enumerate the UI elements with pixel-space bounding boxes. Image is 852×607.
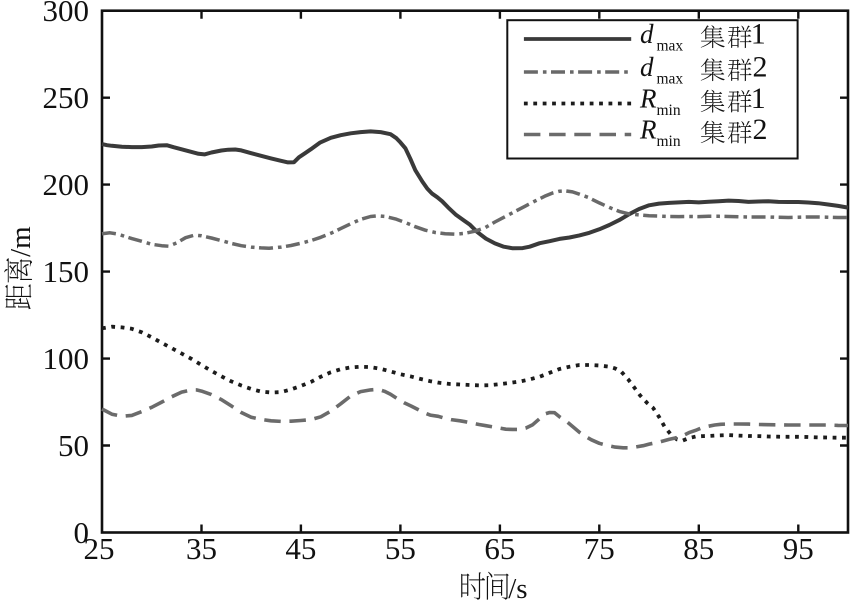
svg-text:150: 150 <box>43 254 90 289</box>
svg-text:65: 65 <box>484 531 515 566</box>
svg-text:d: d <box>640 19 654 49</box>
svg-text:R: R <box>639 84 657 114</box>
svg-text:100: 100 <box>43 341 90 376</box>
svg-text:85: 85 <box>683 531 714 566</box>
svg-text:/s: /s <box>508 573 527 602</box>
svg-text:55: 55 <box>385 531 416 566</box>
svg-text:50: 50 <box>58 428 89 463</box>
svg-text:45: 45 <box>285 531 316 566</box>
svg-text:d: d <box>640 52 654 82</box>
svg-text:95: 95 <box>783 531 814 566</box>
svg-text:max: max <box>657 37 684 54</box>
svg-text:min: min <box>657 133 681 150</box>
svg-text:35: 35 <box>186 531 217 566</box>
svg-text:2: 2 <box>753 113 768 146</box>
svg-text:25: 25 <box>84 531 115 566</box>
svg-text:1: 1 <box>751 82 766 115</box>
svg-text:200: 200 <box>43 167 90 202</box>
svg-text:75: 75 <box>584 531 615 566</box>
svg-text:2: 2 <box>753 51 768 84</box>
svg-text:250: 250 <box>43 80 90 115</box>
svg-text:0: 0 <box>74 515 90 550</box>
svg-text:/m: /m <box>5 226 37 257</box>
svg-text:1: 1 <box>751 18 766 51</box>
svg-text:300: 300 <box>43 0 90 28</box>
svg-text:min: min <box>657 102 681 119</box>
svg-text:max: max <box>657 70 684 87</box>
svg-text:R: R <box>639 115 657 145</box>
